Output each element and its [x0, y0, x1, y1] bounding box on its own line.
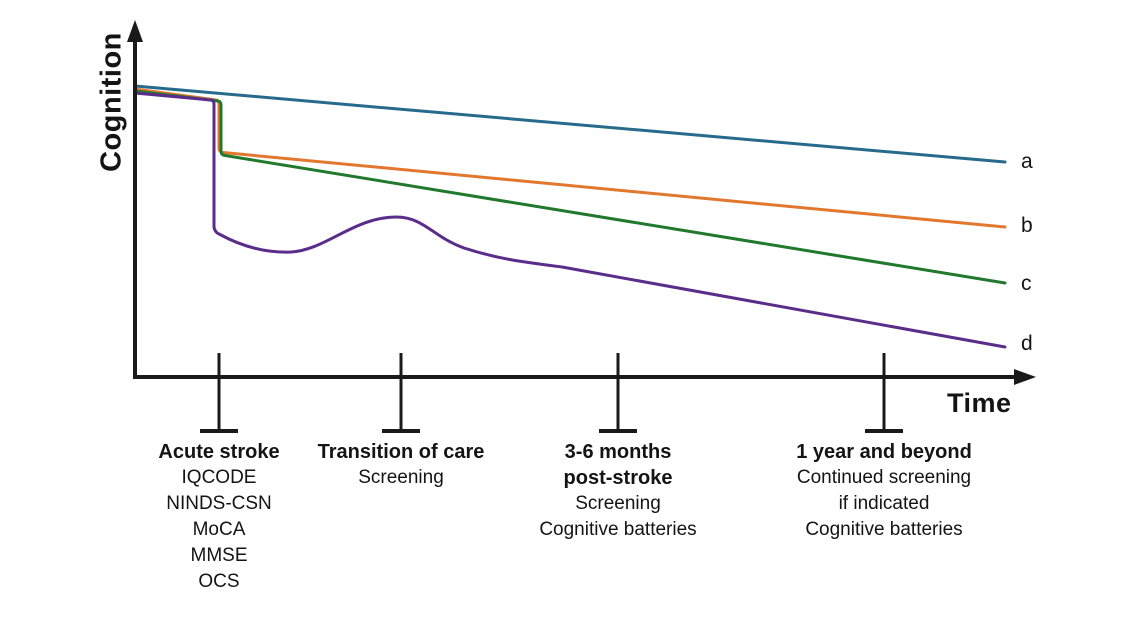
event-item: Cognitive batteries	[539, 519, 697, 540]
event-item: Continued screening	[796, 467, 972, 488]
event-title: Transition of care	[317, 441, 485, 463]
event-title: 1 year and beyond	[796, 441, 972, 463]
x-axis-arrowhead	[1014, 369, 1036, 385]
event-item: IQCODE	[181, 467, 257, 488]
event-item: MMSE	[190, 545, 248, 566]
series-label-c: c	[1021, 272, 1032, 296]
timeline-event-transition-of-care: Transition of care Screening	[281, 439, 521, 491]
series-line-c	[133, 89, 1007, 285]
y-axis-arrowhead	[127, 20, 143, 42]
event-item: if indicated	[838, 493, 930, 514]
event-item: Screening	[358, 467, 444, 488]
event-item: Cognitive batteries	[805, 519, 963, 540]
series-label-d: d	[1021, 332, 1033, 356]
timeline-event-acute-stroke: Acute stroke IQCODE NINDS-CSN MoCA MMSE …	[99, 439, 339, 595]
event-item: Screening	[575, 493, 661, 514]
event-item: NINDS-CSN	[166, 493, 272, 514]
series-line-a	[133, 84, 1007, 164]
series-line-d	[133, 91, 1007, 349]
timeline-event-1-year-beyond: 1 year and beyond Continued screening if…	[764, 439, 1004, 543]
event-title-line2: post-stroke	[563, 467, 673, 489]
event-title: Acute stroke	[158, 441, 280, 463]
x-axis-label: Time	[947, 388, 1012, 418]
event-title: 3-6 months	[564, 441, 672, 463]
series-line-b	[133, 87, 1007, 229]
timeline-event-3-6-months: 3-6 months post-stroke Screening Cogniti…	[498, 439, 738, 543]
series-label-a: a	[1021, 150, 1033, 174]
series-label-b: b	[1021, 214, 1033, 238]
y-axis-label: Cognition	[95, 32, 128, 172]
event-item: MoCA	[192, 519, 246, 540]
event-item: OCS	[198, 571, 240, 592]
